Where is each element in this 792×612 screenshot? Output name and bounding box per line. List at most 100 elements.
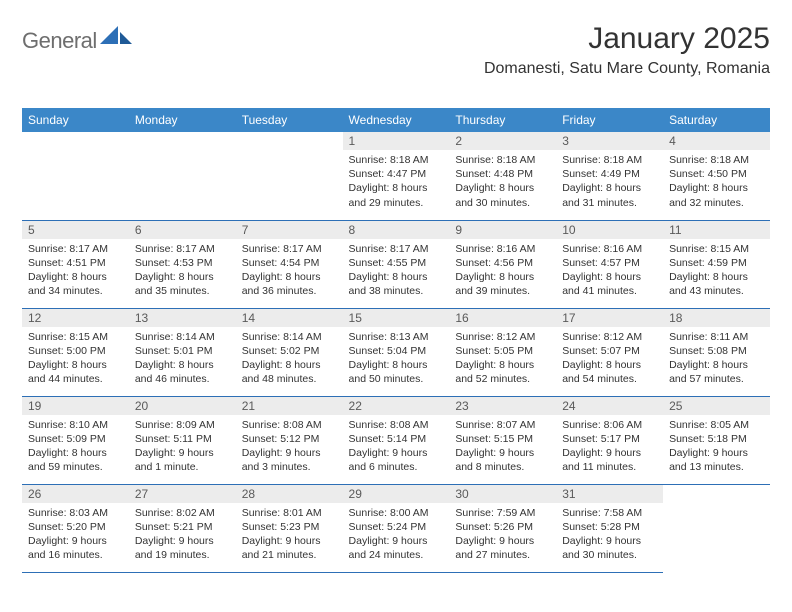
day-details: Sunrise: 8:14 AMSunset: 5:02 PMDaylight:… bbox=[236, 327, 343, 391]
day-number: 6 bbox=[129, 221, 236, 239]
calendar-day-cell: 3Sunrise: 8:18 AMSunset: 4:49 PMDaylight… bbox=[556, 132, 663, 220]
day-number: 26 bbox=[22, 485, 129, 503]
calendar-day-cell: 7Sunrise: 8:17 AMSunset: 4:54 PMDaylight… bbox=[236, 220, 343, 308]
day-number: 28 bbox=[236, 485, 343, 503]
day-number: 7 bbox=[236, 221, 343, 239]
calendar-day-cell: 29Sunrise: 8:00 AMSunset: 5:24 PMDayligh… bbox=[343, 484, 450, 572]
day-details: Sunrise: 8:13 AMSunset: 5:04 PMDaylight:… bbox=[343, 327, 450, 391]
day-number: 17 bbox=[556, 309, 663, 327]
calendar-day-cell bbox=[22, 132, 129, 220]
day-number: 25 bbox=[663, 397, 770, 415]
day-details: Sunrise: 7:59 AMSunset: 5:26 PMDaylight:… bbox=[449, 503, 556, 567]
day-number: 9 bbox=[449, 221, 556, 239]
day-number: 31 bbox=[556, 485, 663, 503]
calendar-table: SundayMondayTuesdayWednesdayThursdayFrid… bbox=[22, 108, 770, 573]
calendar-day-cell: 21Sunrise: 8:08 AMSunset: 5:12 PMDayligh… bbox=[236, 396, 343, 484]
calendar-day-cell: 4Sunrise: 8:18 AMSunset: 4:50 PMDaylight… bbox=[663, 132, 770, 220]
day-details: Sunrise: 8:08 AMSunset: 5:14 PMDaylight:… bbox=[343, 415, 450, 479]
calendar-day-cell: 10Sunrise: 8:16 AMSunset: 4:57 PMDayligh… bbox=[556, 220, 663, 308]
calendar-day-cell: 17Sunrise: 8:12 AMSunset: 5:07 PMDayligh… bbox=[556, 308, 663, 396]
calendar-week-row: 26Sunrise: 8:03 AMSunset: 5:20 PMDayligh… bbox=[22, 484, 770, 572]
calendar-day-cell: 24Sunrise: 8:06 AMSunset: 5:17 PMDayligh… bbox=[556, 396, 663, 484]
day-details: Sunrise: 8:10 AMSunset: 5:09 PMDaylight:… bbox=[22, 415, 129, 479]
day-number: 23 bbox=[449, 397, 556, 415]
day-number: 24 bbox=[556, 397, 663, 415]
day-number: 18 bbox=[663, 309, 770, 327]
brand-word-2: Blue bbox=[0, 72, 97, 98]
sail-icon bbox=[100, 26, 134, 46]
day-details: Sunrise: 8:02 AMSunset: 5:21 PMDaylight:… bbox=[129, 503, 236, 567]
calendar-day-cell: 22Sunrise: 8:08 AMSunset: 5:14 PMDayligh… bbox=[343, 396, 450, 484]
day-details: Sunrise: 8:18 AMSunset: 4:48 PMDaylight:… bbox=[449, 150, 556, 214]
day-number: 4 bbox=[663, 132, 770, 150]
calendar-day-cell: 14Sunrise: 8:14 AMSunset: 5:02 PMDayligh… bbox=[236, 308, 343, 396]
day-details: Sunrise: 8:00 AMSunset: 5:24 PMDaylight:… bbox=[343, 503, 450, 567]
calendar-page: General Blue January 2025 Domanesti, Sat… bbox=[0, 0, 792, 573]
day-details: Sunrise: 8:11 AMSunset: 5:08 PMDaylight:… bbox=[663, 327, 770, 391]
day-number: 16 bbox=[449, 309, 556, 327]
calendar-day-cell: 5Sunrise: 8:17 AMSunset: 4:51 PMDaylight… bbox=[22, 220, 129, 308]
calendar-day-cell: 25Sunrise: 8:05 AMSunset: 5:18 PMDayligh… bbox=[663, 396, 770, 484]
calendar-day-cell: 1Sunrise: 8:18 AMSunset: 4:47 PMDaylight… bbox=[343, 132, 450, 220]
calendar-day-cell: 12Sunrise: 8:15 AMSunset: 5:00 PMDayligh… bbox=[22, 308, 129, 396]
calendar-day-cell: 16Sunrise: 8:12 AMSunset: 5:05 PMDayligh… bbox=[449, 308, 556, 396]
day-details: Sunrise: 8:15 AMSunset: 5:00 PMDaylight:… bbox=[22, 327, 129, 391]
calendar-day-cell: 2Sunrise: 8:18 AMSunset: 4:48 PMDaylight… bbox=[449, 132, 556, 220]
day-number: 11 bbox=[663, 221, 770, 239]
calendar-day-cell: 6Sunrise: 8:17 AMSunset: 4:53 PMDaylight… bbox=[129, 220, 236, 308]
location: Domanesti, Satu Mare County, Romania bbox=[484, 60, 770, 78]
day-number: 22 bbox=[343, 397, 450, 415]
day-details: Sunrise: 8:18 AMSunset: 4:49 PMDaylight:… bbox=[556, 150, 663, 214]
day-number: 1 bbox=[343, 132, 450, 150]
calendar-day-cell bbox=[663, 484, 770, 572]
day-number: 5 bbox=[22, 221, 129, 239]
calendar-day-cell: 9Sunrise: 8:16 AMSunset: 4:56 PMDaylight… bbox=[449, 220, 556, 308]
calendar-week-row: 5Sunrise: 8:17 AMSunset: 4:51 PMDaylight… bbox=[22, 220, 770, 308]
day-details: Sunrise: 8:14 AMSunset: 5:01 PMDaylight:… bbox=[129, 327, 236, 391]
calendar-day-cell: 15Sunrise: 8:13 AMSunset: 5:04 PMDayligh… bbox=[343, 308, 450, 396]
calendar-day-cell: 30Sunrise: 7:59 AMSunset: 5:26 PMDayligh… bbox=[449, 484, 556, 572]
weekday-header: Thursday bbox=[449, 108, 556, 132]
day-number: 14 bbox=[236, 309, 343, 327]
day-number: 30 bbox=[449, 485, 556, 503]
calendar-week-row: 19Sunrise: 8:10 AMSunset: 5:09 PMDayligh… bbox=[22, 396, 770, 484]
header: General Blue January 2025 Domanesti, Sat… bbox=[22, 22, 770, 98]
day-number: 8 bbox=[343, 221, 450, 239]
brand-logo: General Blue bbox=[22, 22, 97, 98]
calendar-day-cell: 19Sunrise: 8:10 AMSunset: 5:09 PMDayligh… bbox=[22, 396, 129, 484]
calendar-day-cell: 20Sunrise: 8:09 AMSunset: 5:11 PMDayligh… bbox=[129, 396, 236, 484]
title-block: January 2025 Domanesti, Satu Mare County… bbox=[484, 22, 770, 78]
day-number: 10 bbox=[556, 221, 663, 239]
day-details: Sunrise: 8:08 AMSunset: 5:12 PMDaylight:… bbox=[236, 415, 343, 479]
day-details: Sunrise: 8:03 AMSunset: 5:20 PMDaylight:… bbox=[22, 503, 129, 567]
weekday-header: Saturday bbox=[663, 108, 770, 132]
day-number: 2 bbox=[449, 132, 556, 150]
month-title: January 2025 bbox=[484, 22, 770, 56]
calendar-day-cell: 8Sunrise: 8:17 AMSunset: 4:55 PMDaylight… bbox=[343, 220, 450, 308]
day-details: Sunrise: 8:15 AMSunset: 4:59 PMDaylight:… bbox=[663, 239, 770, 303]
day-details: Sunrise: 8:16 AMSunset: 4:57 PMDaylight:… bbox=[556, 239, 663, 303]
calendar-day-cell: 27Sunrise: 8:02 AMSunset: 5:21 PMDayligh… bbox=[129, 484, 236, 572]
calendar-day-cell: 31Sunrise: 7:58 AMSunset: 5:28 PMDayligh… bbox=[556, 484, 663, 572]
calendar-day-cell: 28Sunrise: 8:01 AMSunset: 5:23 PMDayligh… bbox=[236, 484, 343, 572]
calendar-day-cell: 18Sunrise: 8:11 AMSunset: 5:08 PMDayligh… bbox=[663, 308, 770, 396]
day-details: Sunrise: 8:17 AMSunset: 4:53 PMDaylight:… bbox=[129, 239, 236, 303]
day-number: 29 bbox=[343, 485, 450, 503]
weekday-header: Sunday bbox=[22, 108, 129, 132]
day-details: Sunrise: 8:07 AMSunset: 5:15 PMDaylight:… bbox=[449, 415, 556, 479]
weekday-header: Friday bbox=[556, 108, 663, 132]
day-details: Sunrise: 8:06 AMSunset: 5:17 PMDaylight:… bbox=[556, 415, 663, 479]
day-number: 3 bbox=[556, 132, 663, 150]
calendar-day-cell: 23Sunrise: 8:07 AMSunset: 5:15 PMDayligh… bbox=[449, 396, 556, 484]
calendar-day-cell bbox=[129, 132, 236, 220]
brand-word-1: General bbox=[22, 28, 97, 54]
day-number: 12 bbox=[22, 309, 129, 327]
day-details: Sunrise: 8:05 AMSunset: 5:18 PMDaylight:… bbox=[663, 415, 770, 479]
day-number: 15 bbox=[343, 309, 450, 327]
day-details: Sunrise: 8:12 AMSunset: 5:07 PMDaylight:… bbox=[556, 327, 663, 391]
calendar-week-row: 12Sunrise: 8:15 AMSunset: 5:00 PMDayligh… bbox=[22, 308, 770, 396]
calendar-body: 1Sunrise: 8:18 AMSunset: 4:47 PMDaylight… bbox=[22, 132, 770, 572]
calendar-day-cell: 11Sunrise: 8:15 AMSunset: 4:59 PMDayligh… bbox=[663, 220, 770, 308]
day-number: 27 bbox=[129, 485, 236, 503]
day-number: 13 bbox=[129, 309, 236, 327]
